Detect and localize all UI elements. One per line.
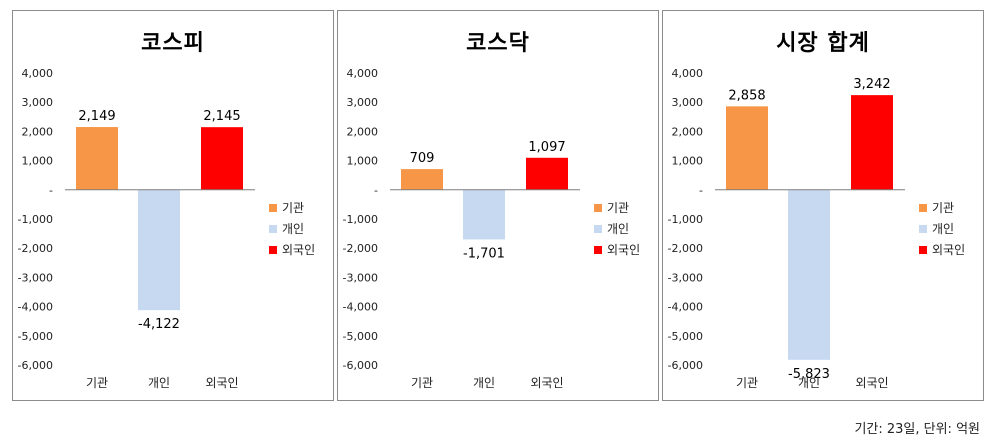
y-tick-label: -4,000 <box>18 301 53 314</box>
y-tick-label: -5,000 <box>343 330 378 343</box>
legend-label: 외국인 <box>607 243 640 257</box>
legend-swatch <box>594 204 602 212</box>
footnote: 기간: 23일, 단위: 억원 <box>854 422 980 437</box>
legend-swatch <box>919 246 927 254</box>
bar-개인 <box>138 189 180 311</box>
chart-title: 시장 합계 <box>776 31 870 56</box>
legend-swatch <box>594 246 602 254</box>
y-tick-label: -1,000 <box>18 213 53 226</box>
data-label: 2,145 <box>203 109 240 124</box>
chart-kosdaq: 4,000 3,000 2,000 1,000 - -1,000 -2,000 -3,000 -… <box>343 67 641 390</box>
legend-label: 기관 <box>607 201 629 215</box>
bar-외국인 <box>526 157 568 190</box>
legend-label: 개인 <box>607 222 629 236</box>
data-label: -5,823 <box>788 367 830 382</box>
legend-label: 외국인 <box>282 243 315 257</box>
legend-swatch <box>269 225 277 233</box>
legend-label: 기관 <box>282 201 304 215</box>
y-tick-label: 3,000 <box>672 96 704 109</box>
y-tick-label: -4,000 <box>343 301 378 314</box>
legend-label: 외국인 <box>932 243 965 257</box>
legend-swatch <box>269 204 277 212</box>
y-tick-label: -5,000 <box>668 330 703 343</box>
y-tick-label: -2,000 <box>18 242 53 255</box>
x-tick-label: 기관 <box>411 376 433 390</box>
data-label: -4,122 <box>138 317 180 332</box>
legend-label: 개인 <box>932 222 954 236</box>
data-label: -1,701 <box>463 246 505 261</box>
bar-외국인 <box>201 127 243 190</box>
x-tick-label: 외국인 <box>205 376 238 390</box>
legend-label: 기관 <box>932 201 954 215</box>
x-tick-label: 기관 <box>736 376 758 390</box>
chart-market-total: 4,000 3,000 2,000 1,000 - -1,000 -2,000 -3,000 -… <box>668 67 966 390</box>
y-tick-label: -2,000 <box>343 242 378 255</box>
y-tick-label: -1,000 <box>343 213 378 226</box>
x-tick-label: 기관 <box>86 376 108 390</box>
bar-기관 <box>76 127 118 190</box>
y-tick-label: 2,000 <box>672 125 704 138</box>
legend-swatch <box>919 204 927 212</box>
chart-title: 코스닥 <box>466 31 530 56</box>
chart-panel-market-total: 시장 합계 4,000 3,000 2,000 1,000 - -1,000 -2,000 -… <box>662 10 984 401</box>
bar-기관 <box>726 106 768 190</box>
x-tick-label: 외국인 <box>530 376 563 390</box>
chart-panel-kosdaq: 코스닥 4,000 3,000 2,000 1,000 - -1,000 -2,000 -3,… <box>337 10 659 401</box>
chart-title: 코스피 <box>141 31 205 56</box>
x-tick-label: 개인 <box>148 376 170 390</box>
y-tick-label: -4,000 <box>668 301 703 314</box>
chart-panel-kospi: 코스피 4,000 3,000 2,000 1,000 - -1,000 -2,000 -3,… <box>12 10 334 401</box>
bar-개인 <box>463 189 505 240</box>
legend-swatch <box>594 225 602 233</box>
bar-기관 <box>401 169 443 190</box>
data-label: 2,149 <box>78 109 115 124</box>
y-tick-label: -2,000 <box>668 242 703 255</box>
data-label: 709 <box>410 151 435 166</box>
data-label: 2,858 <box>728 88 765 103</box>
legend-swatch <box>269 246 277 254</box>
y-tick-label: 3,000 <box>347 96 379 109</box>
y-tick-label: 4,000 <box>672 67 704 80</box>
y-tick-label: -6,000 <box>668 359 703 372</box>
y-tick-label: - <box>699 184 703 197</box>
chart-kospi: 4,000 3,000 2,000 1,000 - -1,000 -2,000 -3,000 -… <box>18 67 316 390</box>
y-tick-label: 1,000 <box>347 155 379 168</box>
y-tick-label: -6,000 <box>18 359 53 372</box>
x-tick-label: 외국인 <box>855 376 888 390</box>
y-tick-label: -3,000 <box>343 271 378 284</box>
data-label: 3,242 <box>853 77 890 92</box>
y-tick-label: 1,000 <box>22 155 54 168</box>
y-tick-label: -3,000 <box>668 271 703 284</box>
y-tick-label: -5,000 <box>18 330 53 343</box>
y-tick-label: - <box>374 184 378 197</box>
legend-swatch <box>919 225 927 233</box>
y-tick-label: 2,000 <box>347 125 379 138</box>
legend-label: 개인 <box>282 222 304 236</box>
x-tick-label: 개인 <box>473 376 495 390</box>
y-tick-label: -6,000 <box>343 359 378 372</box>
y-tick-label: 4,000 <box>22 67 54 80</box>
bar-개인 <box>788 189 830 360</box>
y-tick-label: - <box>49 184 53 197</box>
y-tick-label: -3,000 <box>18 271 53 284</box>
y-tick-label: 2,000 <box>22 125 54 138</box>
x-tick-label: 개인 <box>798 376 820 390</box>
data-label: 1,097 <box>528 140 565 155</box>
bar-외국인 <box>851 95 893 190</box>
y-tick-label: 1,000 <box>672 155 704 168</box>
y-tick-label: 3,000 <box>22 96 54 109</box>
y-tick-label: 4,000 <box>347 67 379 80</box>
y-tick-label: -1,000 <box>668 213 703 226</box>
